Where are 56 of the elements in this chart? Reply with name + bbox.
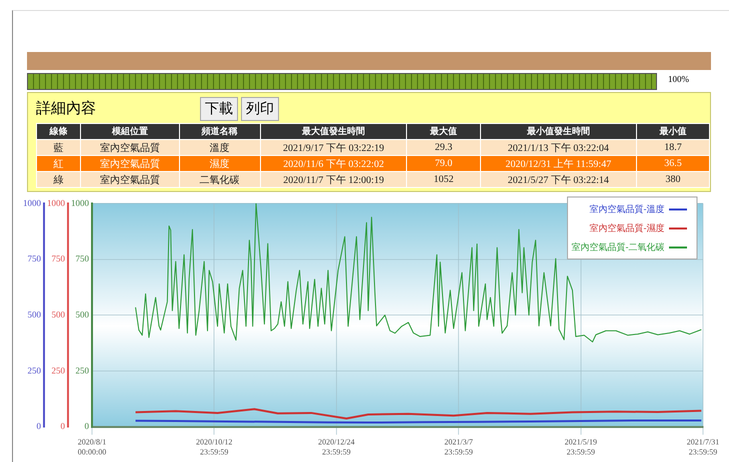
text: 溫度 (179, 140, 260, 156)
text: 濕度 (179, 156, 260, 172)
y2-tick-label: 0 (84, 421, 90, 432)
y3-tick-label: 750 (52, 254, 66, 264)
text: 36.5 (636, 156, 710, 172)
y-tick-label: 0 (36, 421, 42, 432)
text: 室內空氣品質 (80, 156, 180, 172)
text: 29.3 (406, 140, 480, 156)
text: 藍 (36, 140, 80, 156)
y-tick-label: 250 (28, 365, 42, 376)
x-tick-label: 2020/12/24 23:59:59 (318, 438, 355, 456)
legend-label: 室內空氣品質-溫度 (590, 204, 664, 214)
y2-tick-label: 1000 (71, 198, 90, 208)
text: 2021/9/17 下午 03:22:19 (260, 140, 407, 156)
text: 最小值發生時間 (480, 124, 636, 140)
legend-label: 室內空氣品質-濕度 (590, 222, 664, 233)
text: 2021/1/13 下午 03:22:04 (480, 140, 636, 156)
text: 79.0 (406, 156, 480, 172)
text: 2020/11/7 下午 12:00:19 (260, 172, 407, 188)
text: 二氧化碳 (179, 172, 260, 188)
x-tick-label: 2021/7/31 23:59:59 (686, 438, 720, 456)
text: 綠 (36, 172, 80, 188)
text: 380 (636, 172, 710, 188)
text: 100% (668, 74, 689, 84)
text: 2020/11/6 下午 03:22:02 (260, 156, 407, 172)
text: 2020/12/31 上午 11:59:47 (480, 156, 636, 172)
y-tick-label: 500 (28, 309, 42, 320)
x-tick-label: 2021/3/7 23:59:59 (444, 438, 473, 456)
x-tick-label: 2020/8/1 00:00:00 (78, 438, 106, 456)
y3-tick-label: 500 (52, 309, 66, 320)
x-tick-label: 2021/5/19 23:59:59 (564, 438, 598, 456)
y3-tick-label: 0 (60, 421, 66, 432)
x-tick-label: 2020/10/12 23:59:59 (196, 438, 232, 456)
text: 2021/5/27 下午 03:22:14 (480, 172, 636, 188)
text: 1052 (406, 172, 480, 188)
y2-tick-label: 500 (76, 309, 90, 320)
text: 下載 (200, 97, 238, 121)
text: 頻道名稱 (179, 124, 260, 140)
text: 室內空氣品質 (80, 172, 180, 188)
text: 最大值發生時間 (260, 124, 407, 140)
text: 詳細內容 (36, 99, 96, 118)
text: 線條 (36, 124, 80, 140)
text: 最小值 (636, 124, 710, 140)
y2-tick-label: 750 (76, 254, 90, 264)
text: 模組位置 (80, 124, 180, 140)
text: 列印 (241, 97, 279, 121)
y3-tick-label: 1000 (47, 198, 66, 208)
text: 室內空氣品質 (80, 140, 180, 156)
legend-label: 室內空氣品質-二氧化碳 (572, 242, 664, 252)
text: 最大值 (406, 124, 480, 140)
y-tick-label: 1000 (23, 198, 42, 208)
text: 紅 (36, 156, 80, 172)
y2-tick-label: 250 (76, 365, 90, 376)
text: 18.7 (636, 140, 710, 156)
y3-tick-label: 250 (52, 365, 66, 376)
y-tick-label: 750 (28, 254, 42, 264)
